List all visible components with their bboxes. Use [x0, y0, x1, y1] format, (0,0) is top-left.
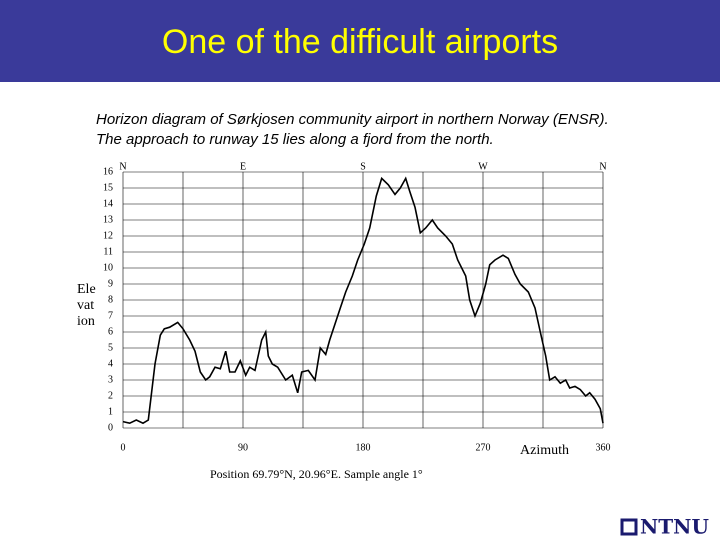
caption-line: Horizon diagram of Sørkjosen community a…: [96, 111, 609, 128]
x-axis-label: Azimuth: [520, 443, 569, 458]
y-tick-label: 11: [103, 246, 113, 257]
y-tick-label: 12: [103, 230, 113, 241]
y-tick-label: 4: [108, 358, 113, 369]
y-tick-label: 8: [108, 294, 113, 305]
logo-icon: [620, 518, 638, 536]
y-axis-label: Ele: [77, 282, 96, 297]
x-tick-label: 90: [238, 442, 248, 453]
y-tick-label: 9: [108, 278, 113, 289]
y-tick-label: 1: [108, 406, 113, 417]
top-tick-label: W: [478, 161, 488, 172]
y-axis-label: vat: [77, 298, 94, 313]
x-tick-label: 180: [356, 442, 371, 453]
y-tick-label: 0: [108, 422, 113, 433]
logo: NTNU: [640, 515, 709, 539]
slide-title: One of the difficult airports: [162, 23, 558, 61]
y-tick-label: 16: [103, 166, 113, 177]
y-tick-label: 7: [108, 310, 113, 321]
x-tick-label: 0: [121, 442, 126, 453]
title-banner: [0, 0, 720, 82]
top-tick-label: S: [360, 161, 366, 172]
y-tick-label: 5: [108, 342, 113, 353]
x-tick-label: 270: [476, 442, 491, 453]
top-tick-label: E: [240, 161, 246, 172]
caption-line: The approach to runway 15 lies along a f…: [96, 131, 494, 148]
top-tick-label: N: [599, 161, 606, 172]
top-tick-label: N: [119, 161, 126, 172]
y-axis-label: ion: [77, 314, 95, 329]
horizon-line: [122, 176, 604, 425]
chart-note: Position 69.79°N, 20.96°E. Sample angle …: [210, 467, 423, 481]
y-tick-label: 13: [103, 214, 113, 225]
x-tick-label: 360: [596, 442, 611, 453]
y-tick-label: 14: [103, 198, 113, 209]
y-tick-label: 6: [108, 326, 113, 337]
y-tick-label: 3: [108, 374, 113, 385]
y-tick-label: 2: [108, 390, 113, 401]
y-tick-label: 15: [103, 182, 113, 193]
y-tick-label: 10: [103, 262, 113, 273]
